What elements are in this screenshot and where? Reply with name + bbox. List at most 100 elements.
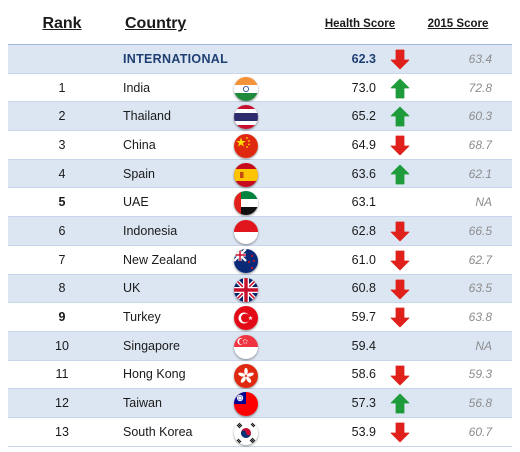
trend-up-icon: [390, 78, 410, 99]
table-row: 7 New Zealand 61.0 62.7: [8, 246, 512, 275]
score-2015-cell: 72.8: [468, 80, 492, 95]
score-2015-header: 2015 Score: [427, 18, 489, 30]
taiwan-flag-icon: [234, 392, 258, 417]
trend-down-icon: [390, 135, 410, 156]
rank-cell: 8: [58, 281, 66, 296]
table-row: 13 South Korea 53.9 60.7: [8, 418, 512, 447]
health-score-cell: 60.8: [351, 281, 376, 296]
trend-down-icon: [390, 250, 410, 271]
country-cell: Spain: [123, 166, 155, 181]
table-row: 11 Hong Kong 58.6 59.3: [8, 361, 512, 390]
trend-up-icon: [390, 164, 410, 185]
country-cell: New Zealand: [123, 252, 197, 267]
country-cell: Thailand: [123, 109, 171, 124]
rank-cell: 11: [55, 367, 69, 382]
trend-up-icon: [390, 106, 410, 127]
international-score: 62.3: [351, 51, 376, 66]
country-cell: India: [123, 80, 151, 95]
india-flag-icon: [234, 76, 258, 101]
turkey-flag-icon: [234, 306, 258, 331]
trend-down-icon: [390, 422, 410, 443]
rank-cell: 3: [58, 137, 66, 152]
table-body: INTERNATIONAL 62.3 63.4 1 India 73.0 72.8 2 T…: [8, 45, 512, 447]
header-divider: [8, 44, 512, 45]
table-row: 6 Indonesia 62.8 66.5: [8, 217, 512, 246]
table-row: 4 Spain 63.6 62.1: [8, 159, 512, 189]
rank-cell: 9: [58, 310, 66, 325]
rank-cell: 7: [58, 252, 66, 267]
thailand-flag-icon: [234, 105, 258, 130]
table-row: 2 Thailand 65.2 60.3: [8, 102, 512, 132]
uae-flag-icon: [234, 191, 258, 216]
score-2015-cell: 60.3: [468, 109, 492, 124]
south-korea-flag-icon: [234, 420, 258, 445]
spain-flag-icon: [234, 162, 258, 187]
country-cell: Turkey: [123, 310, 161, 325]
international-prev-score: 63.4: [468, 51, 492, 66]
country-cell: UAE: [123, 195, 149, 210]
health-score-cell: 64.9: [351, 137, 376, 152]
trend-down-icon: [390, 365, 410, 386]
health-score-cell: 65.2: [351, 109, 376, 124]
score-2015-cell: 59.3: [468, 367, 492, 382]
health-score-cell: 63.6: [351, 166, 376, 181]
rank-cell: 13: [55, 424, 69, 439]
score-2015-cell: NA: [475, 338, 492, 353]
health-score-cell: 62.8: [351, 223, 376, 238]
country-header: Country: [125, 15, 187, 32]
score-2015-cell: 56.8: [468, 396, 492, 411]
uk-flag-icon: [234, 277, 258, 302]
new-zealand-flag-icon: [234, 248, 258, 273]
table-row: 1 India 73.0 72.8: [8, 74, 512, 103]
health-score-cell: 53.9: [351, 424, 376, 439]
score-2015-cell: 68.7: [468, 137, 492, 152]
country-cell: Indonesia: [123, 223, 178, 238]
rank-cell: 1: [58, 80, 66, 95]
table-row: 12 Taiwan 57.3 56.8: [8, 389, 512, 418]
international-row: INTERNATIONAL 62.3 63.4: [8, 45, 512, 74]
table-row: 10 Singapore 59.4 NA: [8, 331, 512, 361]
table-row: 5 UAE 63.1 NA: [8, 188, 512, 218]
trend-down-icon: [390, 221, 410, 242]
country-cell: Taiwan: [123, 396, 162, 411]
trend-up-icon: [390, 393, 410, 414]
score-2015-cell: 60.7: [468, 424, 492, 439]
health-score-cell: 59.7: [351, 310, 376, 325]
country-cell: Hong Kong: [123, 367, 186, 382]
health-score-cell: 61.0: [351, 252, 376, 267]
health-score-cell: 58.6: [351, 367, 376, 382]
health-score-cell: 59.4: [351, 338, 376, 353]
score-2015-cell: 66.5: [468, 223, 492, 238]
health-score-cell: 63.1: [351, 195, 376, 210]
country-cell: South Korea: [123, 424, 193, 439]
score-2015-cell: 63.5: [468, 281, 492, 296]
rank-cell: 6: [58, 223, 66, 238]
rank-cell: 4: [58, 166, 66, 181]
indonesia-flag-icon: [234, 220, 258, 245]
rank-cell: 10: [55, 338, 69, 353]
trend-down-icon: [390, 307, 410, 328]
rank-header: Rank: [42, 15, 82, 32]
health-score-cell: 57.3: [351, 396, 376, 411]
table-row: 9 Turkey 59.7 63.8: [8, 303, 512, 332]
singapore-flag-icon: [234, 334, 258, 359]
rank-cell: 12: [55, 396, 69, 411]
health-score-header: Health Score: [324, 18, 396, 30]
table-row: 8 UK 60.8 63.5: [8, 274, 512, 304]
score-2015-cell: 62.7: [468, 252, 492, 267]
trend-down-icon: [390, 279, 410, 300]
trend-down-icon: [390, 49, 410, 70]
china-flag-icon: [234, 134, 258, 159]
rank-cell: 2: [58, 109, 66, 124]
health-score-cell: 73.0: [351, 80, 376, 95]
international-label: INTERNATIONAL: [123, 51, 229, 66]
score-2015-cell: 62.1: [468, 166, 492, 181]
country-cell: UK: [123, 281, 141, 296]
rank-cell: 5: [58, 195, 66, 210]
score-2015-cell: 63.8: [468, 310, 492, 325]
table-row: 3 China 64.9 68.7: [8, 131, 512, 160]
score-2015-cell: NA: [475, 195, 492, 210]
country-cell: China: [123, 137, 156, 152]
hong-kong-flag-icon: [234, 363, 258, 388]
